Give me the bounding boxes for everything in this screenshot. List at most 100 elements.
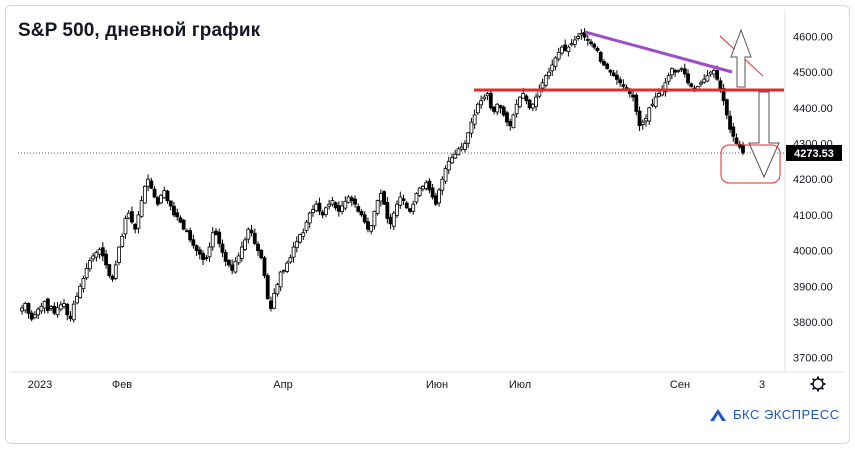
candle-body bbox=[320, 211, 325, 216]
candle-body bbox=[288, 257, 293, 263]
candle bbox=[408, 207, 412, 214]
candle-body bbox=[378, 193, 383, 202]
x-tick-label: Июн bbox=[426, 379, 448, 391]
candle bbox=[62, 298, 66, 310]
candle-body bbox=[401, 198, 406, 202]
candle bbox=[146, 174, 150, 192]
candles-layer bbox=[20, 28, 745, 323]
candle bbox=[149, 177, 154, 190]
candle-body bbox=[227, 259, 231, 266]
candle-body bbox=[272, 293, 277, 309]
candle-body bbox=[728, 115, 732, 130]
last-price-badge bbox=[786, 144, 842, 161]
candle-body bbox=[269, 300, 273, 309]
candle bbox=[417, 186, 422, 198]
candle-body bbox=[715, 70, 720, 80]
candle bbox=[550, 59, 555, 76]
x-tick-label: 3 bbox=[759, 379, 765, 391]
candle bbox=[45, 297, 50, 314]
candle-body bbox=[45, 298, 50, 311]
candle-body bbox=[49, 306, 53, 309]
candle bbox=[52, 302, 57, 316]
candle-body bbox=[201, 252, 205, 260]
candle bbox=[653, 92, 658, 109]
candle-body bbox=[217, 231, 222, 244]
candle bbox=[107, 263, 112, 278]
candle-body bbox=[618, 79, 623, 84]
candle bbox=[123, 215, 128, 239]
candle-body bbox=[265, 275, 270, 300]
candle bbox=[728, 110, 732, 134]
candle bbox=[259, 249, 264, 260]
candle-body bbox=[608, 69, 613, 73]
candle-body bbox=[356, 206, 361, 212]
gear-tooth bbox=[811, 377, 816, 382]
candle-body bbox=[627, 91, 632, 94]
candle bbox=[68, 311, 73, 322]
x-axis: 2023 Фев Апр Июн Июл Сен 3 bbox=[28, 376, 826, 392]
candle bbox=[485, 91, 490, 101]
candle-body bbox=[94, 252, 99, 258]
candle-body bbox=[330, 200, 335, 205]
candle bbox=[705, 70, 710, 83]
candle bbox=[239, 241, 244, 262]
candle-body bbox=[68, 315, 73, 319]
candle bbox=[547, 67, 551, 80]
candle bbox=[395, 200, 399, 218]
candle bbox=[81, 275, 86, 293]
candle-body bbox=[582, 31, 587, 38]
candle bbox=[243, 237, 247, 252]
candle bbox=[501, 105, 506, 117]
candle bbox=[275, 282, 280, 297]
settings-gear-icon[interactable] bbox=[810, 376, 826, 392]
candle-body bbox=[223, 251, 228, 262]
candle-body bbox=[301, 232, 306, 237]
candle-body bbox=[343, 200, 348, 209]
x-tick-label: Сен bbox=[670, 379, 690, 391]
candle-body bbox=[84, 268, 89, 279]
candle-body bbox=[492, 106, 496, 112]
candle bbox=[518, 96, 522, 109]
candle-body bbox=[498, 105, 503, 109]
candle-body bbox=[621, 84, 626, 87]
candle-body bbox=[647, 107, 652, 122]
candle bbox=[611, 69, 616, 77]
candle-body bbox=[676, 69, 681, 72]
candle bbox=[576, 32, 581, 41]
candle-body bbox=[702, 78, 707, 83]
candle bbox=[227, 259, 231, 268]
candle-body bbox=[110, 275, 115, 280]
candle-body bbox=[712, 69, 716, 75]
candle bbox=[133, 222, 138, 234]
candle-body bbox=[36, 308, 41, 316]
candle bbox=[217, 228, 222, 248]
candle bbox=[120, 233, 125, 248]
candle bbox=[49, 305, 53, 312]
candle bbox=[162, 186, 167, 199]
candle-body bbox=[133, 224, 138, 230]
candle bbox=[223, 249, 228, 267]
candle-body bbox=[534, 96, 538, 108]
candle bbox=[78, 283, 83, 299]
candle bbox=[666, 72, 671, 85]
candle-body bbox=[107, 264, 112, 277]
candle bbox=[139, 195, 144, 218]
candle-body bbox=[686, 73, 690, 84]
candle-body bbox=[259, 249, 264, 259]
candle-body bbox=[178, 217, 183, 223]
candle-body bbox=[657, 93, 661, 97]
candle bbox=[556, 47, 561, 62]
candle-body bbox=[640, 121, 645, 125]
candle-body bbox=[440, 178, 445, 191]
candle-body bbox=[117, 246, 121, 264]
candle-body bbox=[569, 43, 574, 46]
candle bbox=[336, 201, 341, 217]
candle-body bbox=[511, 114, 516, 129]
candle-body bbox=[388, 216, 393, 225]
candle-body bbox=[139, 200, 144, 217]
candle bbox=[647, 106, 652, 125]
candle bbox=[618, 76, 623, 87]
candle-body bbox=[362, 214, 367, 223]
candle bbox=[398, 191, 403, 209]
candle bbox=[184, 228, 189, 233]
